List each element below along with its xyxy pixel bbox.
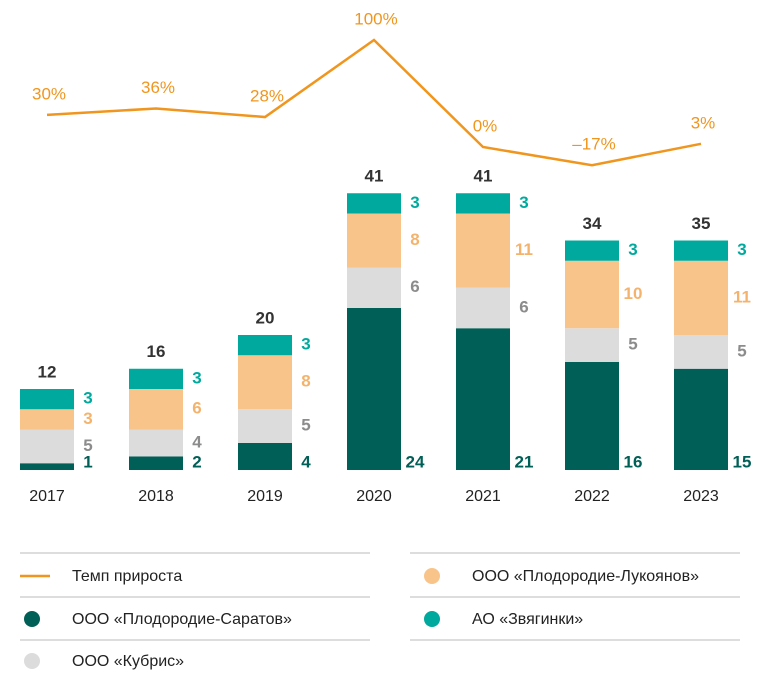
total-label: 41 — [474, 167, 493, 186]
bar-segment — [20, 429, 74, 464]
x-tick-label: 2022 — [574, 488, 610, 505]
bar-segment — [347, 213, 401, 268]
value-label: 5 — [628, 335, 637, 354]
value-label: 1 — [83, 452, 92, 471]
value-label: 8 — [301, 372, 310, 391]
value-label: 15 — [733, 452, 752, 471]
x-tick-label: 2017 — [29, 488, 65, 505]
bar-segment — [456, 287, 510, 329]
bar-segment — [238, 443, 292, 470]
bar-segment — [674, 335, 728, 369]
value-label: 10 — [624, 284, 643, 303]
value-label: 4 — [301, 452, 311, 471]
value-label: 3 — [301, 335, 310, 354]
bar-segment — [129, 456, 183, 470]
legend-dot — [24, 611, 40, 627]
value-label: 21 — [515, 452, 534, 471]
value-label: 24 — [406, 452, 425, 471]
bar-segment — [565, 328, 619, 362]
value-label: 6 — [519, 297, 528, 316]
bar-segment — [565, 240, 619, 261]
total-label: 34 — [583, 214, 602, 233]
legend-label: Темп прироста — [72, 568, 182, 585]
bar-segment — [456, 193, 510, 214]
bar-segment — [20, 409, 74, 430]
growth-label: –17% — [572, 135, 615, 154]
legend-label: ООО «Плодородие-Лукоянов» — [472, 568, 699, 585]
bar-segment — [129, 429, 183, 457]
bar-segment — [20, 463, 74, 470]
bar-segment — [347, 267, 401, 308]
total-label: 20 — [256, 308, 275, 327]
legend-dot — [424, 568, 440, 584]
bar-segment — [129, 389, 183, 430]
value-label: 5 — [83, 436, 92, 455]
value-label: 3 — [519, 193, 528, 212]
value-label: 3 — [192, 368, 201, 387]
growth-line — [46, 38, 702, 167]
growth-label: 100% — [354, 9, 397, 28]
bar-segment — [238, 355, 292, 410]
value-label: 6 — [192, 399, 201, 418]
bar-segment — [674, 260, 728, 335]
bar-segment — [20, 389, 74, 410]
value-label: 6 — [410, 277, 419, 296]
bar-segment — [456, 328, 510, 470]
bar-segment — [347, 193, 401, 214]
growth-label: 28% — [250, 87, 284, 106]
value-label: 11 — [515, 240, 533, 259]
x-tick-label: 2018 — [138, 488, 174, 505]
total-label: 35 — [692, 214, 711, 233]
bar-segment — [456, 213, 510, 288]
legend-label: АО «Звягинки» — [472, 611, 583, 628]
bar-segment — [565, 362, 619, 470]
total-label: 12 — [38, 362, 57, 381]
legend-label: ООО «Кубрис» — [72, 653, 184, 670]
x-tick-label: 2020 — [356, 488, 392, 505]
bar-segment — [238, 335, 292, 356]
bar-segment — [129, 368, 183, 389]
legend-dot — [24, 653, 40, 669]
value-label: 3 — [737, 240, 746, 259]
total-label: 16 — [147, 342, 166, 361]
value-label: 3 — [83, 409, 92, 428]
bar-segment — [674, 240, 728, 261]
bar-segment — [674, 368, 728, 470]
legend-label: ООО «Плодородие-Саратов» — [72, 611, 292, 628]
x-tick-label: 2021 — [465, 488, 501, 505]
x-tick-label: 2019 — [247, 488, 283, 505]
legend-dot — [424, 611, 440, 627]
value-label: 8 — [410, 230, 419, 249]
value-label: 3 — [628, 240, 637, 259]
value-label: 3 — [410, 193, 419, 212]
growth-label: 0% — [473, 116, 498, 135]
growth-label: 30% — [32, 84, 66, 103]
x-tick-label: 2023 — [683, 488, 719, 505]
value-label: 11 — [733, 287, 751, 306]
growth-label: 36% — [141, 78, 175, 97]
value-label: 4 — [192, 432, 202, 451]
value-label: 16 — [624, 452, 643, 471]
value-label: 2 — [192, 452, 201, 471]
value-label: 5 — [737, 341, 746, 360]
bar-segment — [347, 308, 401, 470]
total-label: 41 — [365, 167, 384, 186]
growth-label: 3% — [691, 113, 716, 132]
value-label: 3 — [83, 389, 92, 408]
value-label: 5 — [301, 416, 310, 435]
bar-segment — [238, 409, 292, 443]
bar-segment — [565, 260, 619, 329]
